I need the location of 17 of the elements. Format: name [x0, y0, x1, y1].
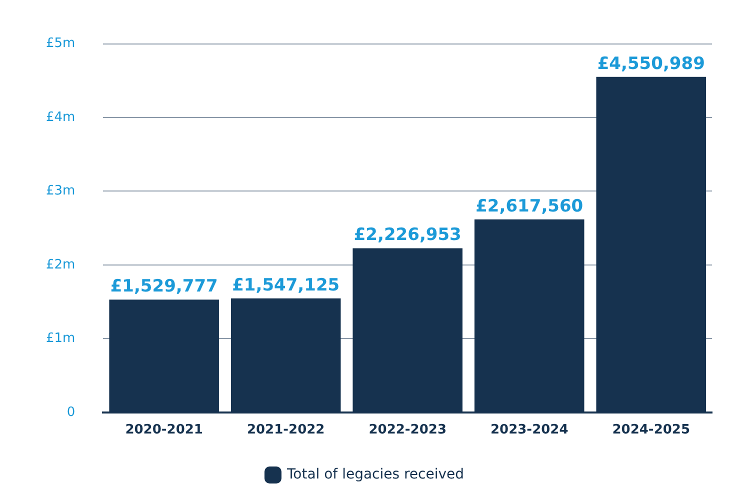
y-tick-label: £4m — [46, 110, 76, 125]
data-label: £2,226,953 — [354, 225, 462, 246]
y-tick-label: £3m — [46, 184, 76, 199]
y-tick-label: £5m — [46, 36, 76, 52]
legend-label: Total of legacies received — [286, 466, 464, 483]
y-tick-label: £2m — [46, 257, 76, 272]
x-tick-label: 2020-2021 — [125, 422, 203, 438]
data-label: £4,550,989 — [597, 54, 705, 74]
y-tick-label: 0 — [66, 404, 76, 420]
x-tick-label: 2021-2022 — [246, 422, 325, 438]
data-label: £1,547,125 — [232, 275, 340, 296]
x-tick-label: 2024-2025 — [612, 422, 690, 438]
x-tick-label: 2022-2023 — [368, 422, 446, 438]
data-label: £1,529,777 — [110, 276, 218, 297]
y-tick-label: £1m — [46, 331, 76, 346]
x-tick-label: 2023-2024 — [490, 422, 568, 438]
data-label: £2,617,560 — [476, 196, 584, 216]
